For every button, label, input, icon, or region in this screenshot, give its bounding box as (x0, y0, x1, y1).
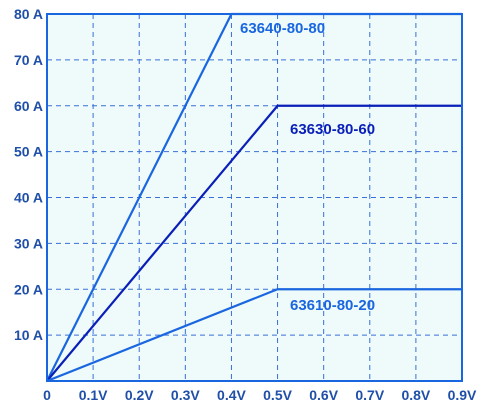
series-labels: 63640-80-80 63630-80-60 63610-80-20 (240, 20, 375, 314)
x-tick-label: 0.9V (448, 387, 477, 401)
y-tick-label: 30 A (14, 235, 43, 251)
y-tick-label: 60 A (14, 98, 43, 114)
x-tick-label: 0.6V (309, 387, 338, 401)
x-tick-label: 0.4V (217, 387, 246, 401)
x-tick-label: 0.3V (171, 387, 200, 401)
grid (47, 14, 462, 381)
y-tick-label: 20 A (14, 281, 43, 297)
y-tick-label: 80 A (14, 6, 43, 22)
x-tick-label: 0.7V (355, 387, 384, 401)
series-label-2: 63630-80-60 (290, 121, 375, 138)
y-tick-label: 50 A (14, 144, 43, 160)
y-axis-ticks: 10 A 20 A 30 A 40 A 50 A 60 A 70 A 80 A (14, 6, 43, 343)
x-tick-label: 0 (43, 387, 51, 401)
x-tick-label: 0.2V (125, 387, 154, 401)
plot-frame (46, 13, 463, 382)
x-tick-label: 0.5V (263, 387, 292, 401)
plot-border (46, 13, 463, 382)
y-tick-label: 70 A (14, 52, 43, 68)
y-tick-label: 40 A (14, 190, 43, 206)
x-tick-label: 0.1V (79, 387, 108, 401)
series-label-1: 63640-80-80 (240, 20, 325, 37)
series-line-2 (46, 104, 462, 382)
x-axis-ticks: 0 0.1V 0.2V 0.3V 0.4V 0.5V 0.6V 0.7V 0.8V 0.9V (43, 387, 477, 401)
series-line-3 (46, 288, 462, 383)
series-label-3: 63610-80-20 (290, 297, 375, 314)
y-tick-label: 10 A (14, 327, 43, 343)
x-tick-label: 0.8V (401, 387, 430, 401)
